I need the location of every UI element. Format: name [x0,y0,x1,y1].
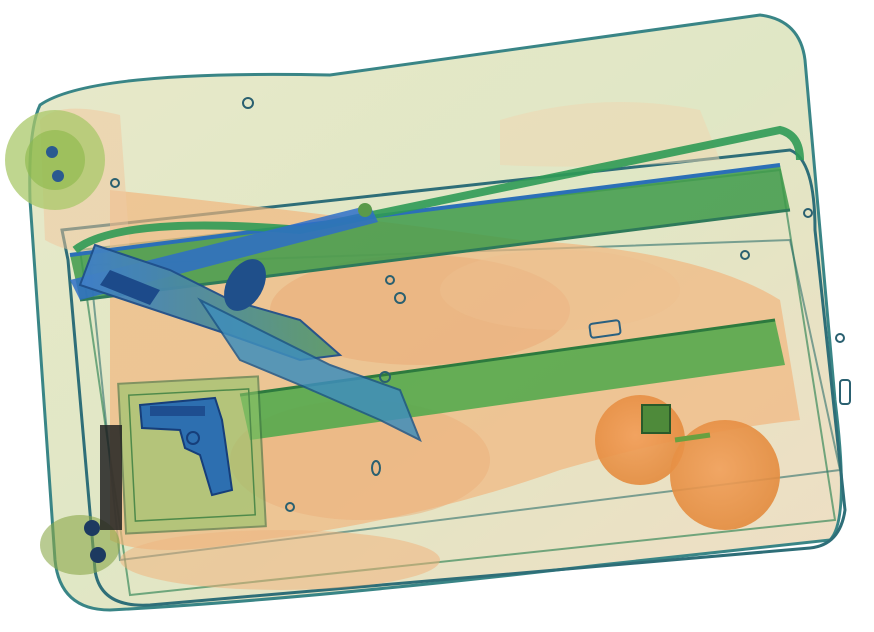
wheel-top-left [5,110,105,210]
dark-strap [100,425,122,530]
handgun [138,396,234,497]
knife [78,243,422,443]
hardware [110,97,851,512]
orange-fruit [595,395,780,530]
